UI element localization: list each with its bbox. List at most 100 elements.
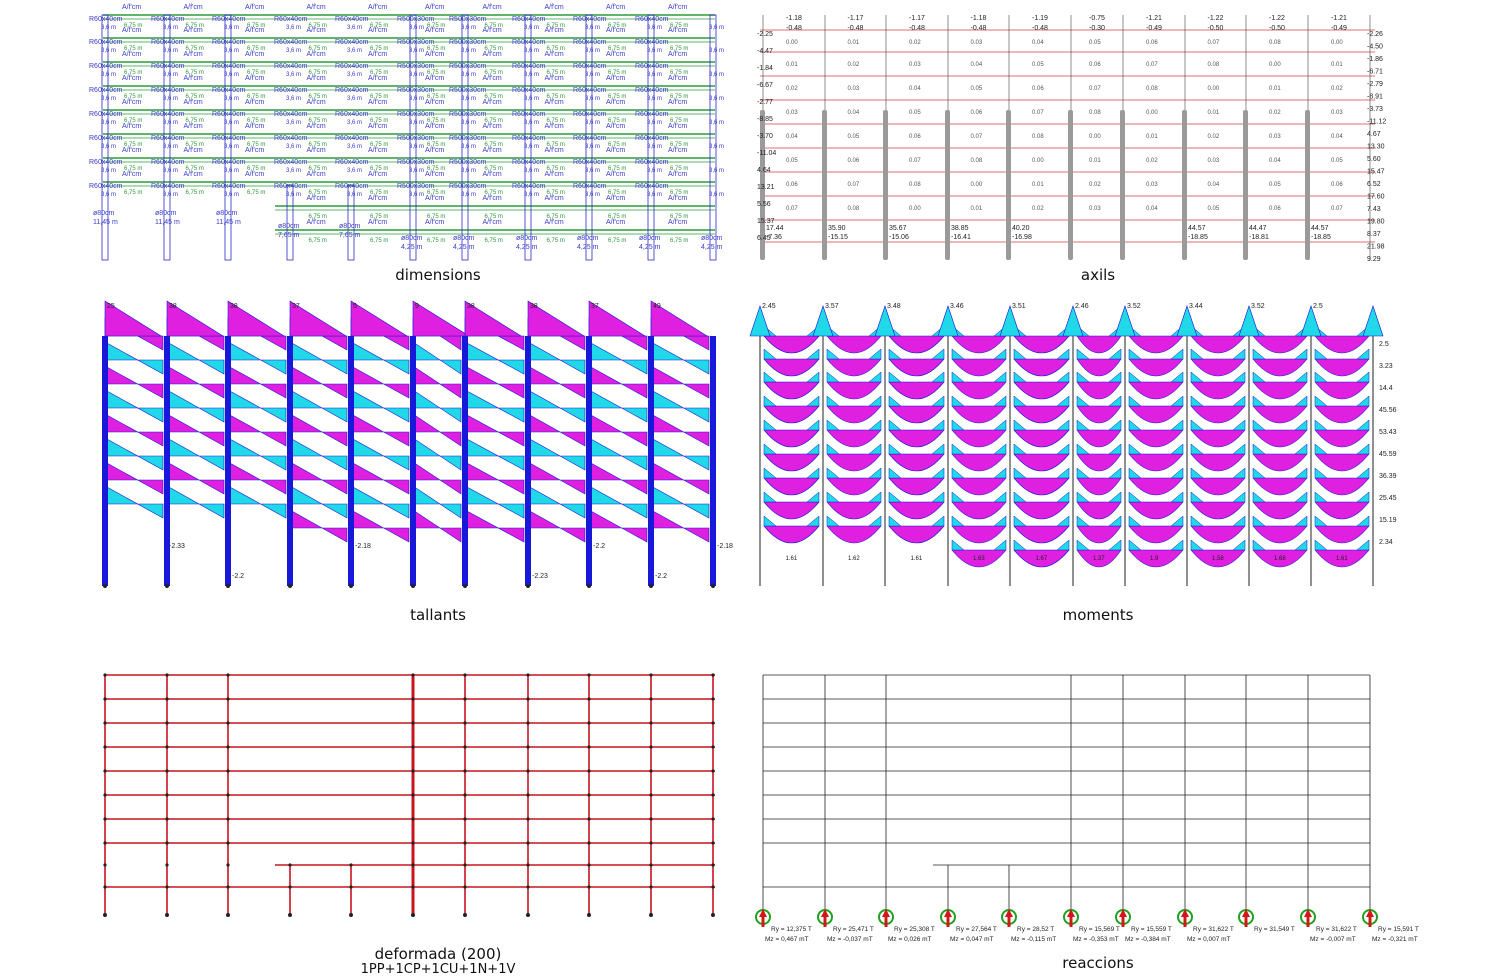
beam-span-label: 6,75 m xyxy=(186,142,204,148)
beam-span-label: 6,75 m xyxy=(608,214,626,220)
moment-hog-patch xyxy=(868,515,882,527)
column-height-label: 3,6 m xyxy=(286,168,301,174)
moment-hog-patch xyxy=(1232,395,1246,407)
moment-hog-patch xyxy=(993,443,1007,455)
shear-top-value: 25 xyxy=(107,303,115,310)
moment-hog-patch xyxy=(1128,348,1142,360)
beam-span-label: 6,75 m xyxy=(370,46,388,52)
axil-inner-value: 0.01 xyxy=(1032,182,1044,188)
moment-sag-patch xyxy=(1128,525,1184,544)
column-height-label: 3,6 m xyxy=(409,192,424,198)
moment-top-peak xyxy=(749,305,771,337)
beam-label: A/f'cm xyxy=(245,4,264,11)
beam-label: A/f'cm xyxy=(368,27,387,34)
reaccions-caption: reaccions xyxy=(1062,954,1134,972)
beam-label: A/f'cm xyxy=(368,195,387,202)
beam-label: A/f'cm xyxy=(545,195,564,202)
beam-label: A/f'cm xyxy=(483,219,502,226)
shear-diagram-patch xyxy=(412,437,462,471)
frame-node xyxy=(711,817,715,821)
moment-sag-patch xyxy=(1252,358,1308,377)
shear-top-triangle xyxy=(350,300,409,337)
axil-inner-value: 0.02 xyxy=(1032,206,1044,212)
frame-node xyxy=(587,793,591,797)
moment-hog-patch xyxy=(1128,467,1142,479)
moment-sag-patch xyxy=(826,453,882,472)
column-label-name: ø80cm xyxy=(516,235,538,242)
moment-sag-patch xyxy=(1314,525,1370,544)
moment-hog-patch xyxy=(763,467,777,479)
moment-hog-patch xyxy=(931,371,945,383)
axil-inner-value: 0.05 xyxy=(1032,62,1044,68)
shear-column xyxy=(164,336,170,586)
moment-right-value: 45.59 xyxy=(1379,451,1397,458)
column-height-label: 3,6 m xyxy=(286,25,301,31)
moment-sag-patch xyxy=(1076,453,1122,472)
beam-label: A/f'cm xyxy=(122,171,141,178)
column-section-label: R60x40cm xyxy=(274,135,308,142)
moment-hog-patch xyxy=(1190,467,1204,479)
beam-span-label: 6,75 m xyxy=(186,118,204,124)
moment-span-value: 1.68 xyxy=(1274,556,1286,562)
beam-label: A/f'cm xyxy=(122,27,141,34)
beam-label: A/f'cm xyxy=(668,27,687,34)
axil-inner-value: 0.08 xyxy=(848,206,860,212)
beam-label: A/f'cm xyxy=(545,99,564,106)
beam-label: A/f'cm xyxy=(368,171,387,178)
moment-hog-patch xyxy=(993,348,1007,360)
frame-node xyxy=(711,769,715,773)
reaction-mz-label: Mz = 0,026 mT xyxy=(888,936,932,943)
frame-node xyxy=(649,793,653,797)
shear-top-value: 38 xyxy=(230,303,238,310)
moment-hog-patch xyxy=(1170,467,1184,479)
column-height-label: 3,6 m xyxy=(647,144,662,150)
moment-sag-patch xyxy=(1128,429,1184,448)
beam-span-label: 6,75 m xyxy=(186,166,204,172)
shear-diagram-patch xyxy=(588,461,648,495)
shear-diagram-patch xyxy=(650,365,710,399)
column-height-label: 3,6 m xyxy=(585,168,600,174)
moment-hog-patch xyxy=(1170,419,1184,431)
beam-span-label: 6,75 m xyxy=(670,166,688,172)
column-section-label: R60x40cm xyxy=(635,39,669,46)
frame-node xyxy=(165,697,169,701)
shear-diagram-patch xyxy=(166,485,225,519)
column-section-label: R60x40cm xyxy=(635,183,669,190)
shear-diagram-patch xyxy=(464,461,525,495)
axil-bottom-value: 35.90 xyxy=(828,225,846,232)
column-label-name: ø80cm xyxy=(453,235,475,242)
column-height-label: 3,6 m xyxy=(163,96,178,102)
beam-label: A/f'cm xyxy=(184,4,203,11)
moment-sag-patch xyxy=(1314,501,1370,520)
beam-label: A/f'cm xyxy=(368,123,387,130)
beam-span-label: 6,75 m xyxy=(485,166,503,172)
column-section-label: R60x40cm xyxy=(212,63,246,70)
moment-top-peak xyxy=(937,305,959,337)
shear-diagram-patch xyxy=(588,485,648,519)
beam-span-label: 6,75 m xyxy=(485,238,503,244)
column-section-label: R60x40cm xyxy=(89,111,123,118)
axil-inner-value: 0.05 xyxy=(971,86,983,92)
axil-inner-value: 0.08 xyxy=(1146,86,1158,92)
shear-diagram-patch xyxy=(650,437,710,471)
column-label-length: 7,65 m xyxy=(278,232,300,239)
column-height-label: 3,6 m xyxy=(461,48,476,54)
frame-node xyxy=(649,673,653,677)
column-height-label: 3,6 m xyxy=(163,25,178,31)
moment-sag-patch xyxy=(888,381,945,400)
beam-label: A/f'cm xyxy=(545,171,564,178)
axil-inner-value: 0.05 xyxy=(1208,206,1220,212)
shear-diagram-patch xyxy=(350,389,410,423)
axil-inner-value: 0.07 xyxy=(1208,40,1220,46)
axil-bottom-value: -18.85 xyxy=(1188,234,1208,241)
moment-hog-patch xyxy=(1190,348,1204,360)
axil-inner-value: 0.04 xyxy=(909,86,921,92)
axil-inner-value: 0.00 xyxy=(1208,86,1220,92)
support-node xyxy=(103,913,107,917)
moment-hog-patch xyxy=(1314,443,1328,455)
column-label-name: ø80cm xyxy=(639,235,661,242)
frame-node xyxy=(103,745,107,749)
shear-diagram-patch xyxy=(104,461,164,495)
moment-sag-patch xyxy=(763,477,820,496)
axil-column-bar xyxy=(1068,110,1073,260)
